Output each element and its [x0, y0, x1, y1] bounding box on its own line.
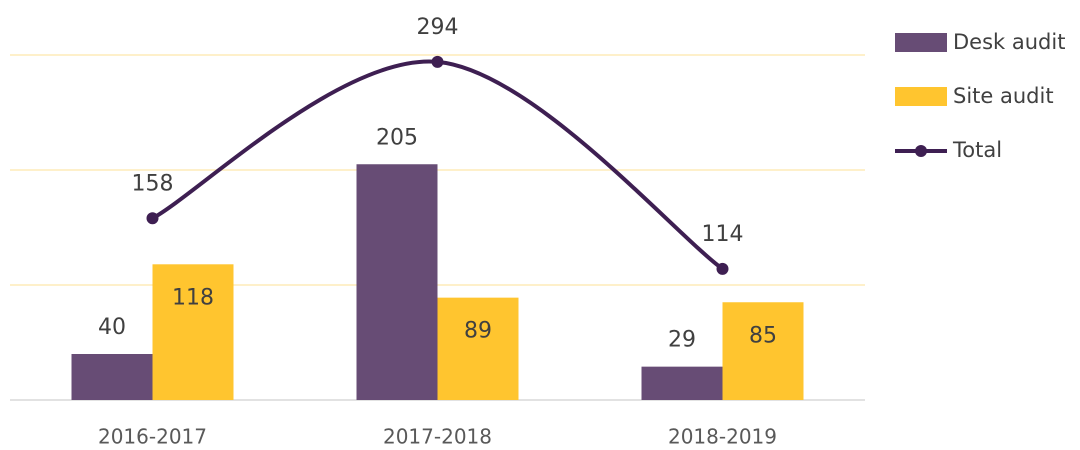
legend-label: Desk audit — [953, 30, 1065, 54]
data-label: 85 — [749, 323, 777, 348]
x-tick-label: 2017-2018 — [383, 425, 492, 449]
bar — [641, 366, 723, 400]
x-tick-label: 2016-2017 — [98, 425, 207, 449]
line-marker — [716, 262, 729, 275]
legend-label: Site audit — [953, 84, 1054, 108]
legend-swatch — [895, 33, 947, 52]
data-label: 40 — [98, 315, 126, 340]
x-tick-label: 2018-2019 — [668, 425, 777, 449]
data-label: 294 — [417, 15, 459, 40]
data-label: 114 — [702, 222, 744, 247]
bar — [71, 354, 153, 400]
legend-marker — [915, 145, 927, 157]
legend-label: Total — [952, 138, 1002, 162]
bar — [356, 164, 438, 400]
legend-swatch — [895, 87, 947, 106]
data-label: 118 — [172, 285, 214, 310]
data-label: 158 — [132, 171, 174, 196]
bar — [722, 302, 804, 400]
data-label: 29 — [668, 328, 696, 353]
line-marker — [146, 212, 159, 225]
bar — [152, 264, 234, 400]
bar — [437, 297, 519, 400]
data-label: 205 — [376, 125, 418, 150]
line-marker — [431, 55, 444, 68]
data-label: 89 — [464, 319, 492, 344]
